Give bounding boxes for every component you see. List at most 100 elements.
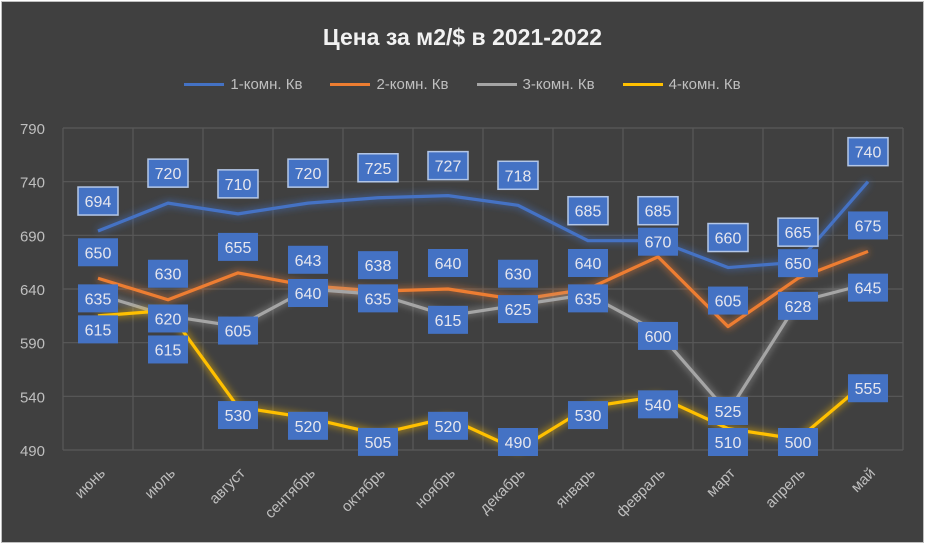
data-label-box: [148, 304, 188, 333]
data-label-box: [218, 232, 258, 261]
data-label: 640: [568, 249, 608, 277]
data-label-box: [567, 195, 609, 226]
data-label-box: [708, 286, 748, 315]
data-label: 605: [218, 316, 258, 345]
data-label-box: [847, 136, 889, 167]
data-label-box: [357, 153, 399, 183]
data-label-box: [428, 305, 468, 334]
data-label-text: 645: [855, 281, 882, 298]
data-label-box: [287, 158, 329, 188]
data-label: 727: [427, 150, 469, 181]
legend-label: 2-комн. Кв: [376, 76, 449, 93]
chart-title: Цена за м2/$ в 2021-2022: [322, 24, 603, 50]
data-label-box: [708, 397, 748, 425]
data-label-box: [78, 238, 118, 267]
data-label-text: 740: [855, 145, 882, 162]
y-tick-label: 590: [20, 336, 45, 353]
data-label-text: 630: [155, 267, 182, 284]
data-label-box: [78, 284, 118, 313]
data-label-text: 520: [435, 419, 462, 436]
data-label: 615: [428, 305, 468, 334]
data-label: 665: [777, 217, 819, 247]
y-tick-label: 790: [20, 121, 45, 138]
y-tick-label: 740: [20, 175, 45, 192]
data-label-text: 620: [155, 311, 182, 328]
data-label: 540: [638, 390, 678, 419]
legend-swatch: [184, 83, 225, 86]
data-label: 628: [778, 291, 818, 320]
data-label: 635: [78, 284, 118, 313]
data-label: 638: [358, 251, 398, 280]
data-label-box: [358, 251, 398, 280]
data-label: 650: [778, 249, 818, 278]
y-tick-label: 490: [20, 443, 45, 460]
data-label-text: 505: [365, 435, 392, 452]
data-label-box: [358, 427, 398, 456]
data-label-box: [498, 295, 538, 324]
data-label: 645: [848, 273, 888, 302]
data-label-text: 670: [645, 235, 672, 252]
data-label: 500: [778, 428, 818, 456]
data-label-box: [77, 186, 119, 216]
data-label-text: 638: [365, 258, 392, 275]
legend-swatch: [330, 83, 371, 86]
data-label-text: 720: [295, 166, 322, 183]
data-label-text: 650: [785, 256, 812, 273]
data-label-text: 694: [85, 194, 112, 211]
data-label: 520: [288, 411, 328, 440]
data-label: 694: [77, 186, 119, 216]
data-label-text: 665: [785, 225, 812, 242]
data-label-text: 540: [645, 397, 672, 414]
data-label-box: [428, 249, 468, 277]
data-label-text: 520: [295, 419, 322, 436]
data-label-box: [778, 428, 818, 456]
data-label: 615: [78, 315, 118, 344]
data-label: 525: [708, 397, 748, 425]
x-tick-label: ноябрь: [412, 465, 459, 512]
data-label: 740: [847, 136, 889, 167]
data-label-text: 605: [225, 324, 252, 341]
data-label: 643: [288, 245, 328, 274]
data-label: 640: [288, 279, 328, 307]
data-label-box: [288, 245, 328, 274]
data-label-text: 615: [85, 322, 112, 339]
data-label: 660: [707, 222, 749, 253]
data-label-text: 500: [785, 435, 812, 452]
data-label: 650: [78, 238, 118, 267]
data-label: 615: [148, 335, 188, 364]
data-label-text: 650: [85, 245, 112, 262]
data-label-box: [848, 374, 888, 403]
data-label-box: [288, 411, 328, 440]
x-tick-label: февраль: [613, 465, 669, 521]
legend-swatch: [476, 83, 517, 86]
legend-entry: 4-комн. Кв: [622, 76, 741, 93]
data-label: 675: [848, 211, 888, 240]
data-label-box: [147, 158, 189, 188]
y-tick-label: 640: [20, 282, 45, 299]
data-label-box: [148, 259, 188, 288]
data-label: 490: [498, 428, 538, 456]
data-label: 530: [218, 401, 258, 430]
x-tick-label: сентябрь: [262, 465, 319, 522]
data-label-text: 643: [295, 253, 322, 270]
data-label: 640: [428, 249, 468, 277]
data-label-text: 510: [715, 435, 742, 452]
x-tick-label: август: [206, 465, 249, 508]
data-label-text: 725: [365, 161, 392, 178]
data-label-text: 525: [715, 404, 742, 421]
data-label: 555: [848, 374, 888, 403]
x-tick-label: май: [848, 465, 879, 496]
data-label: 720: [287, 158, 329, 188]
legend-label: 3-комн. Кв: [522, 76, 595, 93]
x-tick-label: октябрь: [338, 465, 389, 516]
legend: 1-комн. Кв 2-комн. Кв 3-комн. Кв 4-комн. Кв: [2, 76, 923, 93]
data-label: 685: [637, 195, 679, 226]
legend-label: 4-комн. Кв: [668, 76, 741, 93]
x-tick-label: июль: [141, 465, 179, 503]
data-label-box: [497, 160, 539, 191]
data-label-text: 640: [295, 286, 322, 303]
legend-entry: 2-комн. Кв: [330, 76, 449, 93]
data-label-text: 635: [365, 291, 392, 308]
data-label-box: [568, 249, 608, 277]
